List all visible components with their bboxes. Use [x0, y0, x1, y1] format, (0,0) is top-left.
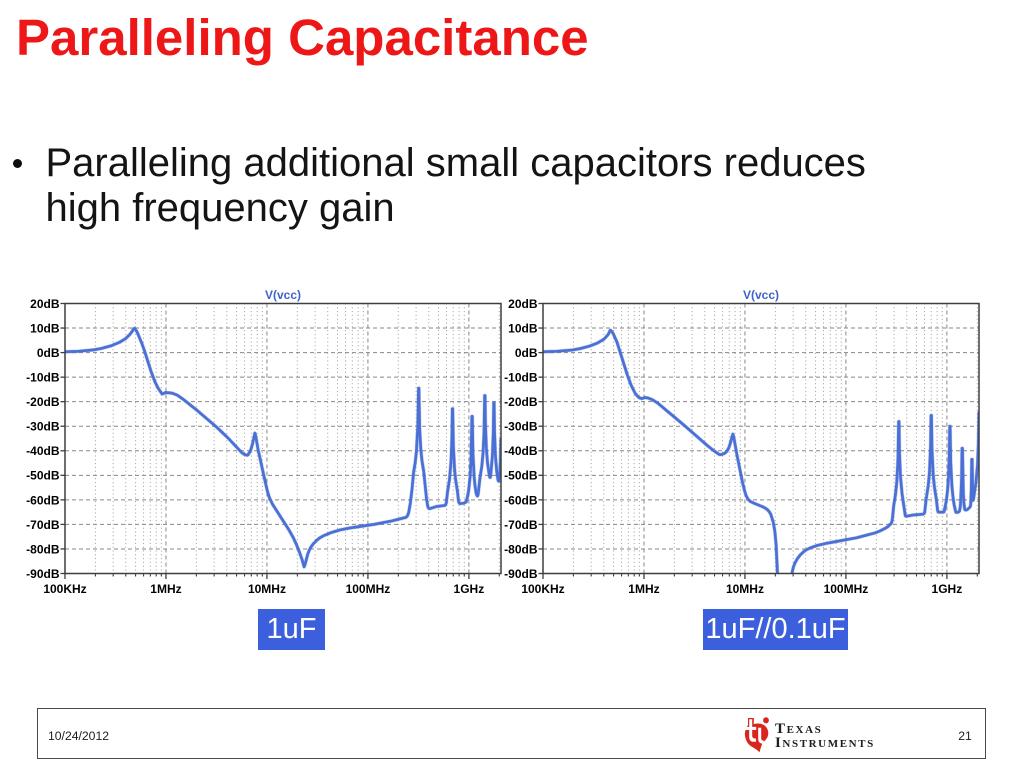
plot-title: V(vcc)	[265, 288, 301, 302]
wordmark-line1: Texas	[775, 721, 823, 737]
bullet-marker-icon: •	[13, 158, 22, 168]
i-dot	[763, 717, 769, 724]
y-tick-label: 0dB	[37, 346, 60, 360]
plot-frame	[542, 302, 980, 575]
x-tick-label: 1MHz	[150, 582, 181, 596]
bullet-text: Paralleling additional small capacitors …	[46, 141, 926, 231]
y-tick-label: -90dB	[26, 567, 60, 581]
plot-title: V(vcc)	[743, 288, 779, 302]
y-tick-label: -70dB	[504, 518, 538, 532]
wordmark-line2: Instruments	[775, 734, 875, 751]
bullet-text-line2: high frequency gain	[45, 186, 395, 231]
x-tick-label: 100MHz	[346, 582, 391, 596]
series-V(vcc)	[543, 328, 979, 574]
x-tick-label: 100KHz	[521, 582, 564, 596]
series-halo	[65, 326, 501, 569]
x-tick-label: 1GHz	[932, 582, 963, 596]
y-tick-label: 10dB	[508, 321, 538, 335]
footer-date: 10/24/2012	[48, 729, 109, 743]
y-tick-label: -20dB	[504, 395, 538, 409]
footer-box	[37, 708, 986, 759]
y-tick-label: 20dB	[30, 297, 60, 311]
chart-left: -90dB -80dB -70dB -60dB -50dB -40dB -30dB -20dB…	[26, 288, 502, 596]
letter-t-crossbar	[745, 726, 757, 730]
x-tick-label: 10MHz	[726, 582, 764, 596]
y-tick-label: 0dB	[515, 346, 538, 360]
x-tick-label: 100MHz	[824, 582, 869, 596]
texas-state-shape	[744, 718, 769, 753]
y-tick-label: -10dB	[26, 371, 60, 385]
texas-instruments-logo-icon	[744, 717, 769, 753]
bullet-text-line1: Paralleling additional small capacitors …	[45, 141, 866, 185]
texas-instruments-wordmark: Texas Instruments	[775, 721, 875, 751]
ti-logo-shape	[744, 717, 769, 753]
plot-frame	[64, 302, 502, 575]
y-tick-label: -40dB	[26, 444, 60, 458]
caption-right-1uF-0.1uF: 1uF//0.1uF	[703, 609, 848, 650]
y-tick-label: -80dB	[504, 542, 538, 556]
y-tick-label: -70dB	[26, 518, 60, 532]
y-tick-label: -40dB	[504, 444, 538, 458]
y-tick-label: -30dB	[26, 420, 60, 434]
y-tick-label: -20dB	[26, 395, 60, 409]
x-tick-label: 1GHz	[454, 582, 485, 596]
letter-i	[758, 727, 764, 744]
caption-left-1uF: 1uF	[258, 609, 325, 650]
x-tick-label: 100KHz	[43, 582, 86, 596]
chart-right: -90dB -80dB -70dB -60dB -50dB -40dB -30dB -20dB…	[504, 288, 980, 596]
x-tick-label: 1MHz	[628, 582, 659, 596]
y-tick-label: -60dB	[504, 493, 538, 507]
x-tick-label: 10MHz	[248, 582, 286, 596]
y-tick-label: -80dB	[26, 542, 60, 556]
y-tick-label: -50dB	[504, 469, 538, 483]
y-tick-label: -50dB	[26, 469, 60, 483]
y-tick-label: -90dB	[504, 567, 538, 581]
letter-t	[749, 719, 756, 742]
footer-page-number: 21	[958, 729, 972, 743]
slide-title: Paralleling Capacitance	[16, 9, 589, 66]
y-tick-label: 10dB	[30, 321, 60, 335]
series-V(vcc)	[65, 327, 501, 569]
y-tick-label: -60dB	[26, 493, 60, 507]
y-tick-label: 20dB	[508, 297, 538, 311]
y-tick-label: -10dB	[504, 371, 538, 385]
y-tick-label: -30dB	[504, 420, 538, 434]
